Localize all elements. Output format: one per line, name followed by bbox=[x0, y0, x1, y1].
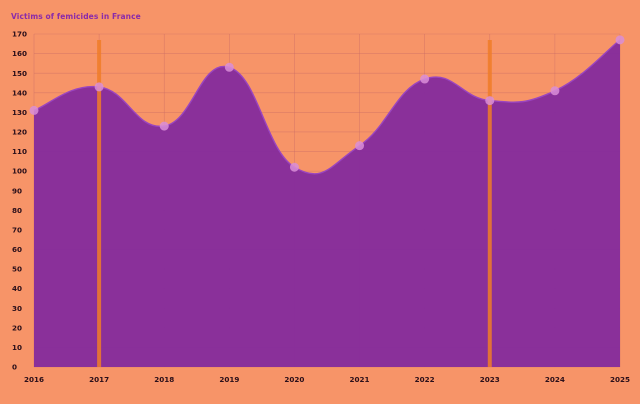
x-tick-label: 2019 bbox=[219, 375, 239, 384]
x-tick-label: 2022 bbox=[415, 375, 435, 384]
x-tick-label: 2016 bbox=[24, 375, 44, 384]
y-tick-label: 20 bbox=[12, 323, 22, 332]
x-axis-ticks: 2016 2017 2018 2019 2020 2021 2022 2023 2024 2025 bbox=[24, 375, 630, 384]
data-point bbox=[550, 86, 560, 96]
highlight-bars bbox=[97, 40, 492, 367]
x-tick-label: 2023 bbox=[480, 375, 500, 384]
y-tick-label: 160 bbox=[12, 49, 27, 58]
area-line bbox=[33, 39, 621, 175]
chart-title: Victims of femicides in France bbox=[11, 12, 141, 21]
data-point bbox=[224, 62, 234, 72]
data-point bbox=[355, 141, 365, 151]
data-point bbox=[29, 105, 39, 115]
y-tick-label: 10 bbox=[12, 343, 22, 352]
y-tick-label: 120 bbox=[12, 128, 27, 137]
y-tick-label: 80 bbox=[12, 206, 22, 215]
data-point bbox=[485, 96, 495, 106]
x-tick-label: 2020 bbox=[284, 375, 304, 384]
x-tick-label: 2018 bbox=[154, 375, 174, 384]
data-point bbox=[159, 121, 169, 131]
y-tick-label: 140 bbox=[12, 88, 27, 97]
data-point bbox=[615, 35, 625, 45]
x-tick-label: 2024 bbox=[545, 375, 565, 384]
highlight-bar bbox=[97, 40, 102, 367]
y-tick-label: 70 bbox=[12, 225, 22, 234]
x-tick-label: 2017 bbox=[89, 375, 109, 384]
y-tick-label: 90 bbox=[12, 186, 22, 195]
y-tick-label: 30 bbox=[12, 304, 22, 313]
y-tick-label: 40 bbox=[12, 284, 22, 293]
highlight-bar bbox=[487, 40, 492, 367]
data-points bbox=[29, 35, 625, 172]
x-tick-label: 2025 bbox=[610, 375, 630, 384]
y-tick-label: 150 bbox=[12, 69, 27, 78]
y-tick-label: 130 bbox=[12, 108, 27, 117]
data-point bbox=[420, 74, 430, 84]
data-point bbox=[289, 162, 299, 172]
y-tick-label: 50 bbox=[12, 265, 22, 274]
y-tick-label: 170 bbox=[12, 30, 27, 39]
area-series bbox=[33, 39, 621, 368]
data-point bbox=[94, 82, 104, 92]
area-fill bbox=[34, 39, 620, 368]
y-tick-label: 60 bbox=[12, 245, 22, 254]
x-tick-label: 2021 bbox=[350, 375, 370, 384]
y-tick-label: 0 bbox=[12, 363, 17, 372]
y-axis-ticks: 0 10 20 30 40 50 60 70 80 90 100 110 120 130 140 150 160… bbox=[12, 30, 27, 372]
y-tick-label: 110 bbox=[12, 147, 27, 156]
y-tick-label: 100 bbox=[12, 167, 27, 176]
